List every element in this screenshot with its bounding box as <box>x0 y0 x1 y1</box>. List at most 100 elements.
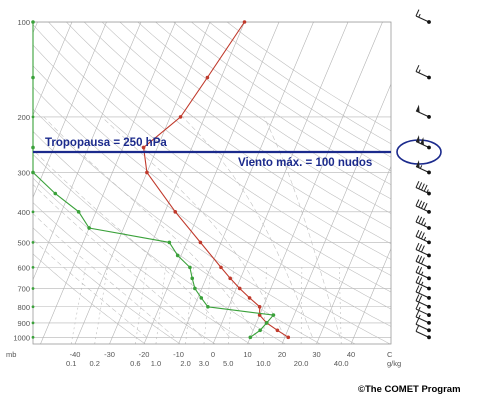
wind-barb-station <box>427 226 431 230</box>
wind-barb-staff <box>415 308 430 316</box>
wind-barb-full <box>415 254 420 262</box>
temperature-point <box>145 170 149 175</box>
isotherm-line <box>212 22 349 344</box>
dewpoint-point <box>258 328 262 333</box>
mixing-ratio-tick-label: 5.0 <box>223 359 233 368</box>
pressure-tick-label: 300 <box>17 168 30 177</box>
wind-barb <box>415 254 431 270</box>
wind-barb-half <box>423 236 427 241</box>
wind-barb-station <box>427 313 431 317</box>
wind-barb-staff <box>415 316 430 324</box>
temperature-point <box>237 286 242 291</box>
wind-barb <box>415 242 431 258</box>
mixing-ratio-axis: 0.1 0.2 0.6 1.0 2.0 3.0 5.0 10.0 20.0 40.0 g/kg <box>66 359 401 368</box>
wind-barb-station <box>427 145 431 150</box>
wind-barb-staff <box>415 205 430 213</box>
wind-barb-full <box>415 302 420 310</box>
wind-barb-staff <box>415 323 430 331</box>
pressure-tick-label: 100 <box>17 18 30 27</box>
wind-barb-full <box>415 324 420 332</box>
moist-adiabat-line <box>182 116 313 338</box>
mixing-ratio-tick-label: 3.0 <box>199 359 209 368</box>
wind-barb-half <box>419 165 423 169</box>
mixing-ratio-tick-label: 0.6 <box>130 359 140 368</box>
wind-barb <box>415 9 431 24</box>
wind-barb-staff <box>415 221 430 229</box>
dewpoint-point <box>199 296 204 300</box>
temperature-point <box>247 296 252 300</box>
wind-barb-half <box>423 222 427 226</box>
isotherm-line <box>247 22 383 344</box>
wind-barb-station <box>427 286 431 291</box>
pressure-axis: 100 200 300 400 500 600 700 800 900 1000 mb <box>6 18 35 359</box>
wind-barb-full <box>415 9 420 17</box>
temperature-tick-label: -40 <box>70 350 81 359</box>
wind-barb-full <box>420 232 425 240</box>
mixing-ratio-tick-label: 2.0 <box>180 359 190 368</box>
wind-barb-full <box>418 286 423 294</box>
isotherm-line <box>74 22 211 344</box>
wind-barb-staff <box>415 248 430 256</box>
wind-barb-full <box>423 184 428 192</box>
dry-adiabat-line <box>33 253 146 344</box>
pressure-tick-dot <box>31 265 35 269</box>
temperature-tick-label: -30 <box>104 350 115 359</box>
temperature-tick-label: -10 <box>173 350 184 359</box>
isotherm-line <box>33 22 73 116</box>
isotherm-line <box>178 22 314 344</box>
temperature-tick-label: 10 <box>243 350 251 359</box>
wind-barb-full <box>415 275 420 283</box>
wind-barb-half <box>418 13 421 18</box>
moist-adiabat-line <box>43 116 258 338</box>
wind-barb-staff <box>415 271 430 279</box>
wind-barb <box>415 294 431 309</box>
wind-barb-half <box>426 189 429 193</box>
temperature-tick-label: -20 <box>139 350 150 359</box>
wind-barb-full <box>420 201 425 209</box>
wind-barb <box>415 104 431 119</box>
dewpoint-point <box>271 313 276 317</box>
wind-barb-staff <box>415 15 430 23</box>
wind-barb-station <box>427 170 431 175</box>
dewpoint-point <box>206 304 210 309</box>
dewpoint-point <box>175 253 180 258</box>
temperature-point <box>242 20 247 24</box>
wind-barb-full <box>418 256 423 263</box>
temperature-point <box>286 335 291 340</box>
wind-barb-pennant <box>416 104 420 113</box>
wind-barb-full <box>420 245 425 253</box>
wind-barb-station <box>427 240 431 245</box>
temperature-point <box>257 313 262 317</box>
moist-adiabat-line <box>33 239 147 338</box>
wind-barb-station <box>427 253 431 258</box>
pressure-tick-dot <box>31 321 35 325</box>
wind-barb-full <box>415 242 420 250</box>
wind-barb-staff <box>415 330 430 338</box>
isotherm-line <box>281 83 391 344</box>
isotherm-line <box>33 22 107 199</box>
temperature-point <box>205 75 210 80</box>
wind-barb-station <box>427 75 431 80</box>
temperature-axis: -40 -30 -20 -10 0 10 20 30 40 C <box>70 350 393 359</box>
wind-barb <box>415 180 431 196</box>
dewpoint-point <box>190 276 195 281</box>
dewpoint-point <box>167 240 172 245</box>
credit-text: ©The COMET Program <box>358 384 461 395</box>
wind-barb-station <box>427 296 431 300</box>
pressure-unit-label: mb <box>6 350 16 359</box>
wind-barb-full <box>418 277 423 284</box>
dewpoint-point <box>31 145 35 150</box>
pressure-tick-dot <box>31 305 35 309</box>
pressure-tick-label: 200 <box>17 113 30 122</box>
temperature-point <box>228 276 232 281</box>
wind-barb-full <box>415 180 420 188</box>
temperature-tick-label: 40 <box>347 350 355 359</box>
dewpoint-point <box>31 75 35 80</box>
dry-adiabat-line <box>33 177 251 344</box>
wind-barb <box>415 285 431 300</box>
mixing-ratio-tick-label: 40.0 <box>334 359 349 368</box>
wind-barb-full <box>420 183 425 191</box>
wind-barbs <box>415 9 431 340</box>
wind-barb-station <box>427 191 431 196</box>
